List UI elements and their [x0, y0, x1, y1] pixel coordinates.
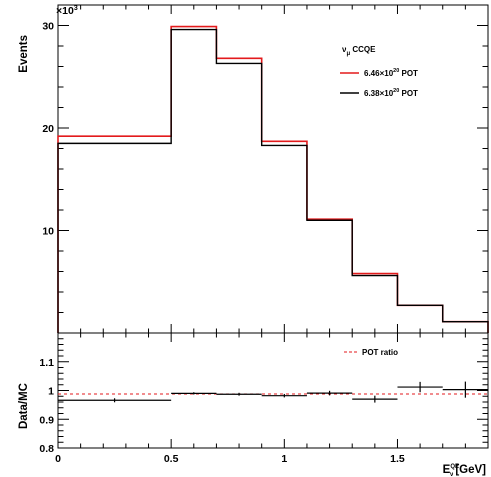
histogram-series-1 — [57, 25, 489, 333]
legend-entry-1: 6.46×1020 POT — [364, 68, 418, 78]
x-tick-label: 1 — [281, 453, 287, 465]
legend-entry-2: 6.38×1020 POT — [364, 88, 418, 98]
histogram-series-2 — [57, 28, 489, 333]
top-y-tick-label: 20 — [42, 123, 54, 135]
legend-title: νμ CCQE — [342, 45, 376, 57]
y-multiplier-label: ×103 — [56, 5, 78, 17]
bottom-y-tick-label: 0.9 — [39, 414, 54, 426]
top-y-tick-label: 10 — [42, 226, 54, 238]
top-frame — [57, 4, 489, 334]
pot-ratio-legend-label: POT ratio — [362, 348, 398, 357]
top-y-axis-title: Events — [18, 35, 30, 73]
x-tick-label: 0 — [55, 453, 61, 465]
x-tick-label: 1.5 — [390, 453, 405, 465]
x-tick-label: 0.5 — [164, 453, 179, 465]
top-y-tick-label: 30 — [42, 21, 54, 33]
bottom-y-axis-title: Data/MC — [18, 383, 30, 429]
bottom-y-tick-label: 1.1 — [39, 357, 54, 369]
ratio-panel: 0 0.5 1 1.5 0.8 0.9 1 1.1 Data/MC POT ratio EQE ν [G… — [18, 332, 489, 477]
bottom-y-tick-label: 0.8 — [39, 443, 54, 455]
bottom-y-tick-label: 1 — [48, 386, 54, 398]
x-axis-title: EQE ν [GeV] — [443, 464, 487, 477]
bottom-frame — [57, 332, 489, 449]
events-panel: 10 20 30×103 Events νμ CCQE 6.46×1020 POT 6.38… — [18, 4, 489, 334]
